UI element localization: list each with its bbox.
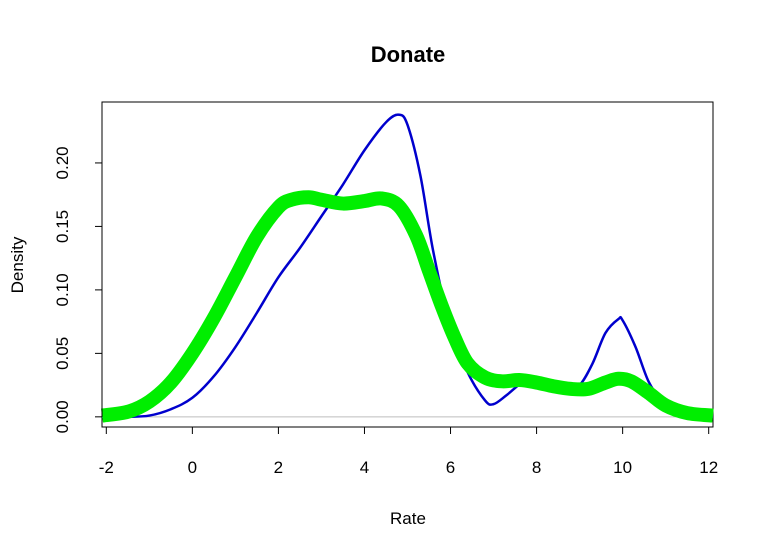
x-tick-label: 2 xyxy=(274,458,283,477)
y-axis: 0.00 0.05 0.10 0.15 0.20 xyxy=(53,146,103,433)
y-tick-label: 0.10 xyxy=(53,273,72,306)
y-axis-label: Density xyxy=(8,236,27,293)
blue-density-line xyxy=(101,113,714,419)
y-tick-label: 0.05 xyxy=(53,337,72,370)
y-tick-label: 0.15 xyxy=(53,210,72,243)
plot-area xyxy=(100,113,714,423)
x-tick-label: 4 xyxy=(360,458,369,477)
x-axis-label: Rate xyxy=(390,509,426,528)
x-tick-label: -2 xyxy=(99,458,114,477)
y-tick-label: 0.00 xyxy=(53,400,72,433)
x-tick-label: 6 xyxy=(446,458,455,477)
x-axis: -2 0 2 4 6 8 10 12 xyxy=(99,426,718,477)
chart-title: Donate xyxy=(371,42,446,67)
x-tick-label: 0 xyxy=(188,458,197,477)
x-tick-label: 8 xyxy=(532,458,541,477)
x-tick-label: 10 xyxy=(613,458,632,477)
x-tick-label: 12 xyxy=(699,458,718,477)
green-density-line xyxy=(100,190,714,423)
y-tick-label: 0.20 xyxy=(53,146,72,179)
